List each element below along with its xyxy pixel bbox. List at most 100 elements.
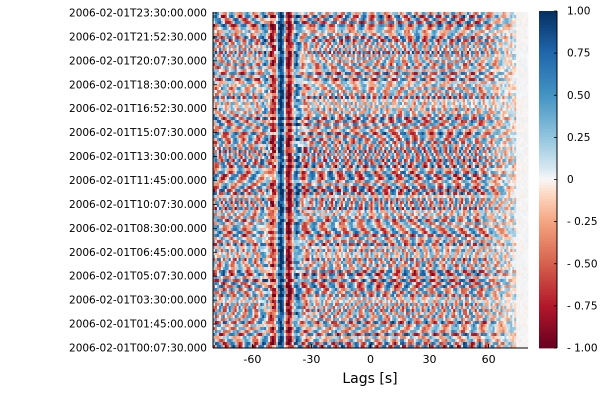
- heatmap-cell: [242, 27, 245, 31]
- heatmap-cell: [272, 84, 275, 88]
- heatmap-cell: [504, 78, 507, 82]
- heatmap-cell: [214, 102, 218, 106]
- heatmap-cell: [352, 57, 356, 61]
- heatmap-cell: [526, 99, 529, 103]
- heatmap-cell: [500, 93, 503, 97]
- heatmap-cell: [526, 27, 529, 31]
- heatmap-cell: [435, 87, 438, 91]
- heatmap-cell: [252, 63, 255, 67]
- heatmap-cell: [435, 57, 438, 61]
- heatmap-cell: [270, 27, 273, 31]
- heatmap-cell: [482, 21, 486, 25]
- heatmap-cell: [386, 96, 389, 100]
- heatmap-cell: [276, 12, 279, 16]
- heatmap-cell: [222, 66, 226, 70]
- heatmap-cell: [354, 15, 358, 19]
- heatmap-cell: [368, 12, 371, 16]
- heatmap-cell: [301, 39, 304, 43]
- heatmap-cell: [242, 51, 245, 55]
- heatmap-cell: [488, 60, 491, 64]
- heatmap-cell: [228, 66, 232, 70]
- heatmap-cell: [240, 93, 243, 97]
- heatmap-cell: [411, 69, 415, 73]
- heatmap-cell: [368, 51, 371, 55]
- heatmap-cell: [370, 51, 373, 55]
- heatmap-cell: [218, 42, 222, 46]
- heatmap-cell: [354, 75, 358, 79]
- heatmap-cell: [313, 99, 316, 103]
- heatmap-cell: [356, 78, 360, 82]
- heatmap-cell: [331, 66, 334, 70]
- heatmap-cell: [405, 69, 409, 73]
- heatmap-cell: [234, 93, 238, 97]
- heatmap-cell: [352, 27, 356, 31]
- heatmap-cell: [413, 102, 417, 106]
- heatmap-cell: [384, 90, 387, 94]
- heatmap-cell: [301, 63, 304, 67]
- heatmap-cell: [504, 48, 507, 52]
- heatmap-cell: [313, 24, 316, 28]
- heatmap-cell: [524, 51, 527, 55]
- heatmap-cell: [238, 102, 241, 106]
- heatmap-cell: [372, 84, 375, 88]
- heatmap-cell: [405, 24, 409, 28]
- heatmap-cell: [407, 93, 411, 97]
- heatmap-cell: [224, 51, 228, 55]
- heatmap-cell: [289, 99, 293, 103]
- heatmap-cell: [394, 66, 397, 70]
- heatmap-cell: [506, 93, 509, 97]
- heatmap-cell: [258, 90, 261, 94]
- heatmap-cell: [472, 24, 476, 28]
- heatmap-cell: [254, 90, 257, 94]
- heatmap-cell: [468, 69, 472, 73]
- heatmap-cell: [260, 72, 263, 76]
- heatmap-cell: [266, 27, 269, 31]
- heatmap-cell: [364, 63, 367, 67]
- heatmap-cell: [465, 27, 468, 31]
- heatmap-cell: [276, 54, 279, 58]
- heatmap-cell: [352, 96, 356, 100]
- heatmap-cell: [319, 99, 322, 103]
- heatmap-cell: [228, 90, 232, 94]
- heatmap-cell: [447, 57, 450, 61]
- heatmap-cell: [250, 12, 253, 16]
- heatmap-cell: [272, 24, 275, 28]
- heatmap-cell: [313, 54, 316, 58]
- heatmap-cell: [492, 45, 495, 49]
- heatmap-cell: [260, 36, 263, 40]
- heatmap-cell: [350, 78, 354, 82]
- heatmap-cell: [360, 78, 364, 82]
- heatmap-cell: [213, 39, 216, 43]
- heatmap-cell: [277, 27, 281, 31]
- heatmap-cell: [268, 93, 271, 97]
- heatmap-cell: [260, 18, 263, 22]
- heatmap-cell: [337, 99, 340, 103]
- heatmap-cell: [268, 75, 271, 79]
- heatmap-cell: [350, 93, 354, 97]
- heatmap-cell: [482, 102, 486, 106]
- heatmap-cell: [466, 15, 470, 19]
- heatmap-cell: [358, 66, 362, 70]
- heatmap-cell: [478, 63, 482, 67]
- heatmap-cell: [398, 93, 401, 97]
- heatmap-cell: [220, 39, 224, 43]
- heatmap-cell: [482, 60, 486, 64]
- heatmap-cell: [240, 84, 243, 88]
- heatmap-cell: [281, 90, 285, 94]
- heatmap-cell: [274, 66, 277, 70]
- heatmap-cell: [494, 24, 497, 28]
- heatmap-cell: [386, 36, 389, 40]
- heatmap-cell: [305, 51, 308, 55]
- heatmap-cell: [354, 33, 358, 37]
- heatmap-cell: [321, 12, 324, 16]
- heatmap-cell: [254, 81, 257, 85]
- heatmap-cell: [490, 21, 493, 25]
- heatmap-cell: [287, 84, 291, 88]
- heatmap-cell: [376, 33, 379, 37]
- heatmap-cell: [213, 54, 216, 58]
- heatmap-cell: [472, 78, 476, 82]
- heatmap-cell: [453, 42, 456, 46]
- heatmap-cell: [492, 48, 495, 52]
- heatmap-cell: [333, 63, 336, 67]
- heatmap-cell: [313, 102, 316, 106]
